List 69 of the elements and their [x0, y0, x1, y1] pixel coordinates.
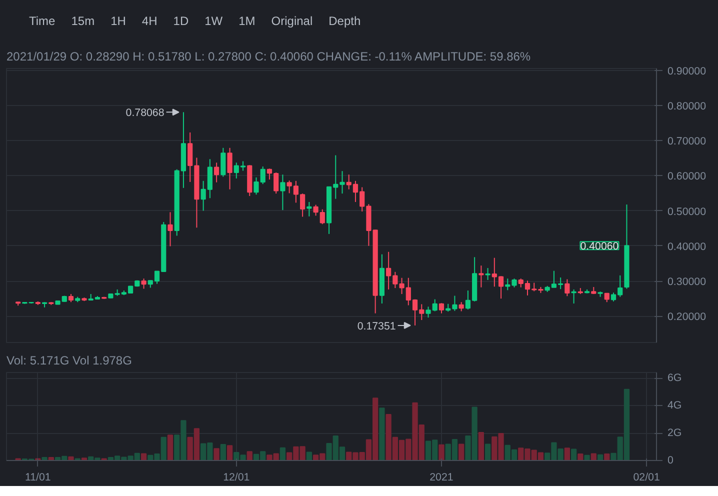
bar — [597, 454, 604, 460]
x-tick-label: 2021 — [430, 472, 454, 484]
y-tick-label: 0.90000 — [668, 65, 706, 78]
y-tick-label: 6G — [668, 372, 682, 384]
bar — [578, 454, 584, 460]
bar — [604, 454, 610, 460]
bar — [306, 452, 312, 460]
bar — [458, 444, 464, 460]
candlestick — [458, 302, 464, 312]
y-tick-label: 2G — [668, 427, 682, 439]
y-tick-label: 4G — [668, 400, 682, 412]
y-tick-label: 0 — [668, 454, 674, 466]
x-tick-label: 12/01 — [223, 472, 250, 484]
x-tick-label: 02/01 — [633, 472, 660, 484]
y-tick-label: 0.70000 — [668, 136, 706, 148]
y-tick-label: 0.50000 — [668, 206, 706, 218]
y-tick-label: 0.30000 — [668, 276, 706, 288]
candlestick — [214, 162, 220, 183]
chart-subtitle: 2021/01/29 O: 0.28290 H: 0.51780 L: 0.27800 C: 0.40060 CHANGE: -0.11% AMPLITUDE: 59.86% — [6, 50, 531, 64]
bar — [167, 434, 174, 460]
candlestick — [280, 174, 286, 211]
candlestick — [438, 302, 444, 314]
bar — [226, 445, 233, 460]
candlestick — [266, 168, 272, 180]
bar — [438, 444, 444, 460]
text: 1W — [204, 14, 223, 28]
bar — [280, 447, 286, 460]
bar — [484, 444, 491, 460]
annotation: 0.17351 — [357, 320, 396, 332]
y-tick-label: 0.40000 — [668, 240, 706, 253]
candlestick — [274, 172, 279, 194]
annotation: 0.78068 — [126, 107, 164, 120]
bar — [214, 448, 220, 460]
bar — [246, 451, 252, 460]
chart-title: Vol: 5.171G Vol 1.978G — [6, 354, 132, 368]
bar — [570, 448, 577, 460]
text: 1D — [173, 14, 189, 28]
bar — [220, 444, 226, 460]
text: Time — [29, 14, 56, 28]
text: 15m — [71, 14, 95, 28]
bar — [42, 456, 48, 460]
text: 1M — [238, 14, 256, 28]
candlestick — [227, 147, 232, 190]
candlestick — [571, 288, 576, 304]
candlestick — [168, 212, 173, 247]
candlestick — [478, 265, 484, 288]
bar — [584, 454, 590, 460]
candlestick — [300, 193, 306, 218]
bar — [140, 453, 147, 460]
bar — [590, 453, 596, 460]
candlestick — [286, 180, 292, 194]
text: 1H — [110, 14, 126, 28]
y-tick-label: 0.80000 — [668, 100, 706, 112]
y-tick-label: 0.60000 — [668, 170, 706, 183]
candlestick — [485, 268, 490, 280]
candlestick — [564, 278, 570, 297]
bar — [379, 408, 385, 460]
bar — [564, 448, 570, 460]
bar — [68, 456, 74, 460]
y-tick-label: 0.20000 — [668, 311, 706, 324]
candlestick — [220, 147, 226, 178]
text: Original — [271, 14, 313, 28]
text: 4H — [142, 14, 158, 28]
candlestick — [293, 180, 298, 204]
bar — [478, 432, 484, 460]
candlestick — [141, 278, 146, 290]
text: Depth — [328, 14, 361, 28]
candlestick — [306, 201, 312, 217]
x-tick-label: 11/01 — [24, 472, 51, 484]
